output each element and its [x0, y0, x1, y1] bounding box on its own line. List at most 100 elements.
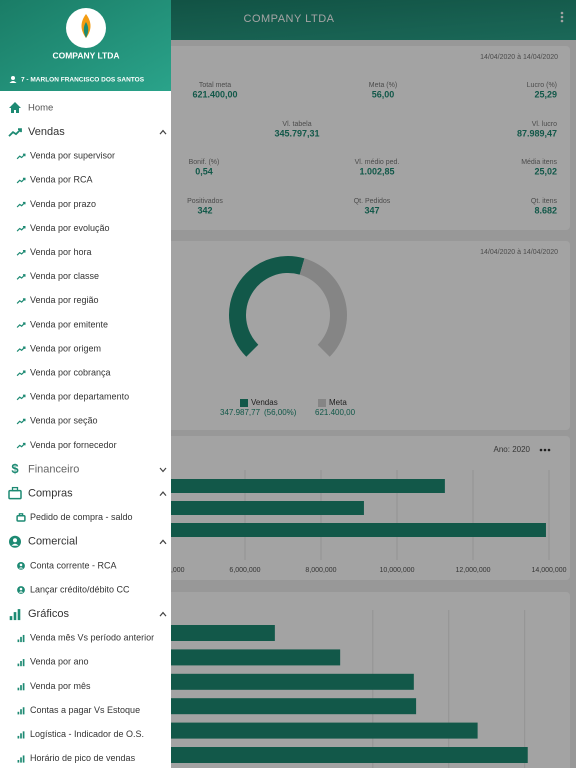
- icon: [9, 616, 13, 621]
- icon: [16, 201, 26, 208]
- bar: [145, 722, 478, 739]
- stat-label: Lucro (%): [527, 82, 557, 89]
- submenu-item[interactable]: Venda por supervisor: [30, 151, 115, 161]
- stat-label: Positivados: [187, 198, 223, 205]
- stat-value: 1.002,85: [359, 166, 394, 176]
- icon: [20, 636, 22, 643]
- submenu-item[interactable]: Logística - Indicador de O.S.: [30, 729, 144, 739]
- submenu-item[interactable]: Venda por emitente: [30, 319, 108, 329]
- bar: [145, 673, 414, 690]
- submenu-item[interactable]: Venda por prazo: [30, 199, 96, 209]
- submenu-item[interactable]: Venda por ano: [30, 657, 89, 667]
- submenu-item[interactable]: Venda por cobrança: [30, 367, 111, 377]
- legend-swatch: [240, 399, 248, 407]
- icon: [22, 659, 25, 667]
- x-tick-label: 12,000,000: [455, 567, 490, 574]
- icon: [18, 567, 24, 569]
- user-icon-body: [9, 81, 17, 83]
- stat-label: Total meta: [199, 82, 231, 89]
- submenu-item[interactable]: Venda por região: [30, 295, 99, 305]
- stat-label: Meta (%): [369, 82, 397, 89]
- icon: [13, 538, 17, 543]
- chevron[interactable]: [159, 491, 167, 496]
- stat-value: 0,54: [195, 166, 213, 176]
- legend-value: 621.400,00: [315, 408, 356, 417]
- menu-item[interactable]: Home: [28, 103, 53, 114]
- icon: [22, 731, 25, 739]
- icon: [17, 760, 20, 763]
- menu-item[interactable]: Vendas: [28, 126, 65, 138]
- menu-item[interactable]: Gráficos: [28, 608, 69, 620]
- submenu-item[interactable]: Conta corrente - RCA: [30, 560, 117, 570]
- submenu-item[interactable]: Pedido de compra - saldo: [30, 512, 133, 522]
- icon: [22, 707, 25, 715]
- chevron[interactable]: [159, 467, 167, 473]
- submenu-item[interactable]: Horário de pico de vendas: [30, 753, 136, 763]
- submenu-item[interactable]: Venda por classe: [30, 271, 99, 281]
- icon: [16, 418, 26, 425]
- icon: [22, 634, 25, 643]
- submenu-item[interactable]: Venda por seção: [30, 416, 98, 426]
- icon: [20, 709, 22, 715]
- stat-value: 345.797,31: [274, 128, 319, 138]
- icon: [18, 591, 24, 593]
- chevron[interactable]: [159, 129, 167, 135]
- submenu-item[interactable]: Venda por fornecedor: [30, 440, 117, 450]
- submenu-item[interactable]: Venda por departamento: [30, 392, 129, 402]
- stat-label: Média itens: [521, 159, 557, 166]
- bar: [145, 625, 275, 641]
- submenu-item[interactable]: Contas a pagar Vs Estoque: [30, 705, 140, 715]
- stat-value: 342: [197, 205, 212, 215]
- icon: [20, 733, 22, 739]
- app-title: COMPANY LTDA: [244, 13, 335, 25]
- icon: [17, 687, 20, 691]
- icon: [16, 442, 26, 449]
- icon: [17, 639, 20, 643]
- icon: [16, 394, 26, 401]
- icon: [13, 612, 17, 621]
- x-tick-label: 8,000,000: [305, 567, 336, 574]
- submenu-item[interactable]: Venda por evolução: [30, 223, 110, 233]
- x-tick-label: 10,000,000: [379, 567, 414, 574]
- icon: [11, 486, 19, 492]
- icon: [20, 685, 22, 691]
- icon: [16, 274, 26, 280]
- menu-item[interactable]: Compras: [28, 488, 73, 500]
- icon: [17, 609, 21, 621]
- submenu-item[interactable]: Venda mês Vs período anterior: [30, 633, 154, 643]
- legend-value: 347.987,77: [220, 408, 261, 417]
- chevron[interactable]: [159, 539, 167, 545]
- bar: [145, 649, 341, 666]
- menu-button[interactable]: [560, 11, 564, 23]
- submenu-item[interactable]: Venda por hora: [30, 247, 92, 257]
- chart-options[interactable]: [539, 448, 551, 452]
- menu-item[interactable]: Comercial: [28, 536, 78, 548]
- submenu-item[interactable]: Venda por origem: [30, 343, 101, 353]
- chevron[interactable]: [159, 611, 167, 617]
- logo-leaf: [83, 22, 89, 38]
- x-tick-label: 14,000,000: [531, 567, 566, 574]
- legend-value: (56,00%): [264, 408, 297, 417]
- menu-item[interactable]: Financeiro: [28, 463, 79, 475]
- submenu-item[interactable]: Venda por mês: [30, 681, 91, 691]
- submenu-item[interactable]: Lançar crédito/débito CC: [30, 584, 130, 594]
- year-filter[interactable]: Ano: 2020: [494, 445, 531, 454]
- icon: [17, 711, 20, 715]
- icon: $: [11, 461, 19, 476]
- stat-value: 621.400,00: [192, 89, 237, 99]
- icon: [17, 735, 20, 739]
- icon: [17, 663, 20, 667]
- stat-value: 8.682: [534, 205, 557, 215]
- stat-label: Vl. médio ped.: [355, 159, 400, 166]
- gauge-period: 14/04/2020 à 14/04/2020: [480, 249, 558, 256]
- submenu-item[interactable]: Venda por RCA: [30, 175, 93, 185]
- icon: [16, 153, 26, 160]
- bar: [145, 698, 417, 715]
- stat-value: 87.989,47: [517, 128, 557, 138]
- bar: [145, 747, 528, 763]
- icon: [8, 128, 22, 137]
- icon: [16, 298, 26, 304]
- drawer: COMPANY LTDA 7 - MARLON FRANCISCO DOS SA…: [0, 0, 171, 768]
